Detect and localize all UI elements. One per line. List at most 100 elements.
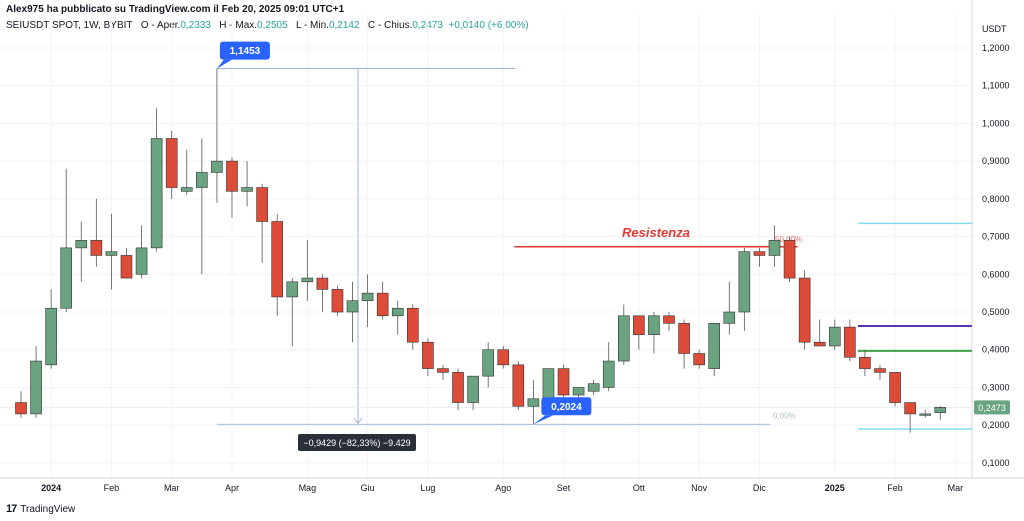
candle-body	[361, 292, 374, 301]
low-label: L - Min.	[295, 20, 329, 31]
candle-body	[768, 240, 781, 256]
candle-body	[226, 160, 238, 192]
high-price-pointer	[216, 59, 232, 69]
candle	[120, 247, 133, 279]
candle	[211, 68, 223, 203]
candle	[301, 240, 314, 301]
change-value: +0,0140 (+6,00%)	[448, 20, 529, 31]
candle-body	[919, 413, 932, 416]
y-tick-label: 0,2000	[982, 420, 1010, 430]
high-price-label: 1,1453	[230, 46, 261, 57]
y-tick-label: 0,7000	[982, 232, 1010, 242]
candle	[602, 342, 615, 392]
candle	[798, 270, 811, 350]
candle-body	[527, 398, 540, 407]
candle	[708, 323, 721, 377]
candle-body	[467, 375, 479, 403]
y-tick-label: 1,0000	[982, 118, 1010, 128]
candle	[437, 364, 449, 380]
candle-body	[497, 349, 510, 366]
candle	[527, 379, 540, 425]
close-label: C - Chius.	[367, 20, 413, 31]
y-tick-label: 0,3000	[982, 382, 1010, 392]
x-tick-label: Ago	[495, 483, 511, 493]
candle-body	[542, 368, 555, 400]
candle-body	[557, 368, 570, 396]
candle	[316, 274, 329, 313]
candle-body	[452, 372, 464, 403]
candle-body	[874, 368, 886, 373]
candle-body	[633, 315, 645, 335]
high-price-bubble	[219, 41, 270, 60]
candle	[256, 183, 268, 263]
fib-50-label: 50,00%	[775, 235, 802, 244]
x-tick-label: Dic	[753, 483, 766, 493]
candle-body	[30, 360, 42, 415]
candle	[723, 281, 736, 335]
low-price-bubble	[541, 397, 592, 416]
candle	[663, 312, 675, 331]
candle-body	[798, 277, 811, 343]
candle-body	[482, 349, 494, 377]
candle	[15, 391, 27, 418]
x-tick-label: Mar	[948, 483, 964, 493]
resistance-label: Resistenza	[622, 225, 690, 240]
candle-body	[422, 341, 434, 369]
candle-body	[587, 383, 600, 392]
publisher-text: Alex975 ha pubblicato su TradingView.com…	[6, 4, 345, 15]
candle	[482, 342, 494, 388]
candle	[844, 319, 856, 362]
candle-body	[783, 240, 796, 279]
last-price-tag	[974, 400, 1010, 415]
axis-unit-label: USDT	[982, 24, 1007, 34]
candle-body	[150, 138, 163, 249]
candle-body	[648, 315, 660, 335]
candle	[512, 361, 525, 411]
y-tick-label: 1,2000	[982, 43, 1010, 53]
candle-body	[376, 292, 389, 317]
candle-body	[738, 251, 751, 313]
tradingview-logo[interactable]: 17 TradingView	[6, 503, 75, 515]
y-tick-label: 0,4000	[982, 345, 1010, 355]
y-tick-label: 0,5000	[982, 307, 1010, 317]
candle	[105, 213, 118, 290]
candle-body	[105, 251, 118, 256]
candle-body	[180, 187, 193, 192]
candle	[196, 138, 208, 275]
candle	[391, 300, 404, 335]
candle	[407, 304, 419, 350]
candle	[452, 368, 464, 411]
x-tick-label: Nov	[691, 483, 708, 493]
candle-body	[813, 341, 826, 347]
candle	[226, 157, 238, 218]
candle	[241, 161, 253, 207]
candle	[919, 410, 932, 418]
x-tick-label: Lug	[420, 483, 435, 493]
candle	[633, 315, 645, 350]
x-tick-label: 2024	[41, 483, 61, 493]
candle	[904, 402, 916, 433]
high-label: H - Max.	[219, 20, 258, 31]
candle-body	[15, 402, 27, 415]
candle-body	[617, 315, 630, 362]
y-tick-label: 0,8000	[982, 194, 1010, 204]
candle	[75, 221, 88, 282]
candle-body	[904, 402, 916, 415]
candle-body	[693, 353, 705, 366]
candle-body	[60, 247, 73, 309]
candle-body	[678, 323, 690, 354]
x-tick-label: Set	[557, 483, 571, 493]
candle-body	[286, 281, 299, 298]
measure-result-box	[298, 434, 416, 451]
high-value: 0,2505	[257, 20, 288, 31]
candle	[738, 247, 751, 331]
open-label: O - Aper.	[140, 20, 181, 31]
candle	[828, 319, 841, 350]
candle-body	[165, 138, 178, 188]
candle	[874, 364, 886, 380]
candle	[346, 281, 359, 343]
candle-body	[196, 172, 208, 188]
candle	[45, 289, 57, 369]
symbol-name[interactable]: SEIUSDT SPOT, 1W, BYBIT	[6, 20, 133, 31]
